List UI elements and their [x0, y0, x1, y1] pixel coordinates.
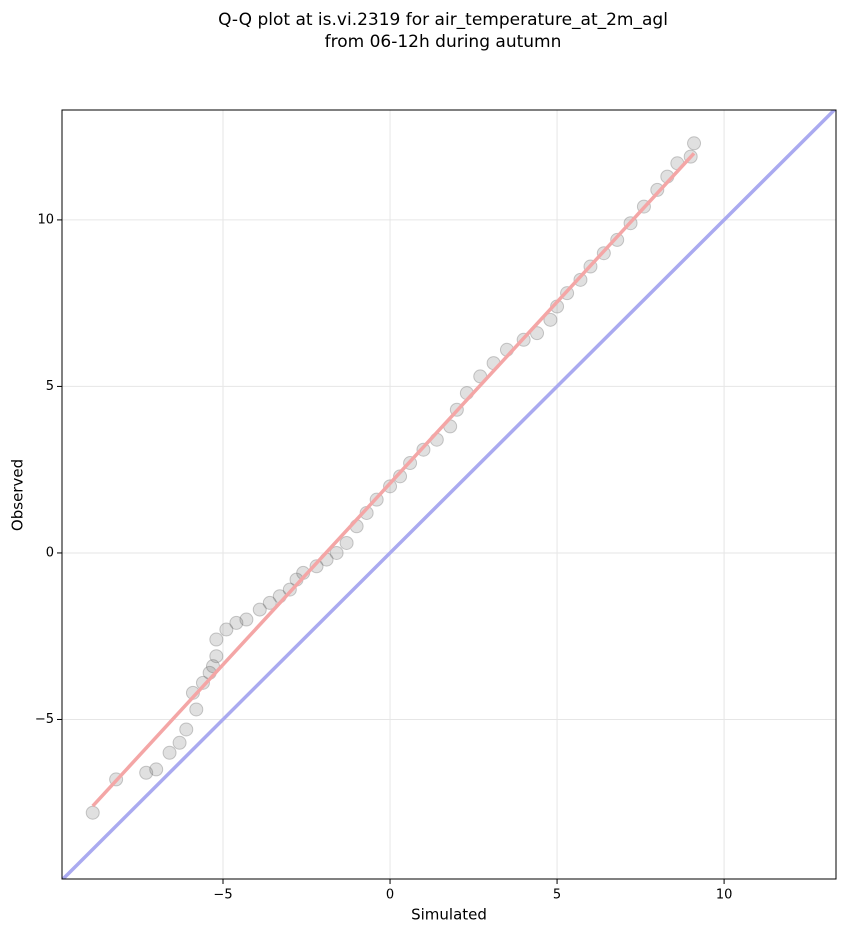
chart-title: from 06-12h during autumn	[325, 32, 562, 52]
point	[162, 745, 177, 760]
point	[179, 722, 194, 737]
chart-title: Q-Q plot at is.vi.2319 for air_temperatu…	[218, 10, 668, 30]
point	[229, 615, 244, 630]
point	[339, 535, 354, 550]
point	[149, 762, 164, 777]
x-tick-label: 5	[553, 888, 561, 903]
x-axis-label: Simulated	[411, 906, 487, 924]
point	[252, 602, 267, 617]
y-tick-label: 0	[46, 545, 54, 560]
point	[172, 735, 187, 750]
point	[329, 545, 344, 560]
point	[209, 649, 224, 664]
x-tick-label: −5	[213, 888, 232, 903]
point	[543, 312, 558, 327]
point	[139, 765, 154, 780]
point	[309, 559, 324, 574]
y-tick-label: 5	[46, 379, 54, 394]
point	[573, 272, 588, 287]
point	[610, 232, 625, 247]
reference-line	[91, 152, 696, 808]
plot-frame	[61, 109, 837, 880]
x-tick-label: 10	[716, 888, 733, 903]
y-axis-label: Observed	[9, 459, 27, 531]
point	[687, 136, 702, 151]
point	[195, 675, 210, 690]
point	[209, 632, 224, 647]
point	[383, 479, 398, 494]
x-tick-label: 0	[386, 888, 394, 903]
y-tick-label: 10	[37, 212, 54, 227]
point	[219, 622, 234, 637]
reference-line	[62, 110, 836, 879]
point	[189, 702, 204, 717]
y-tick-label: −5	[35, 712, 54, 727]
point	[650, 182, 665, 197]
point	[239, 612, 254, 627]
point	[262, 595, 277, 610]
point	[85, 805, 100, 820]
